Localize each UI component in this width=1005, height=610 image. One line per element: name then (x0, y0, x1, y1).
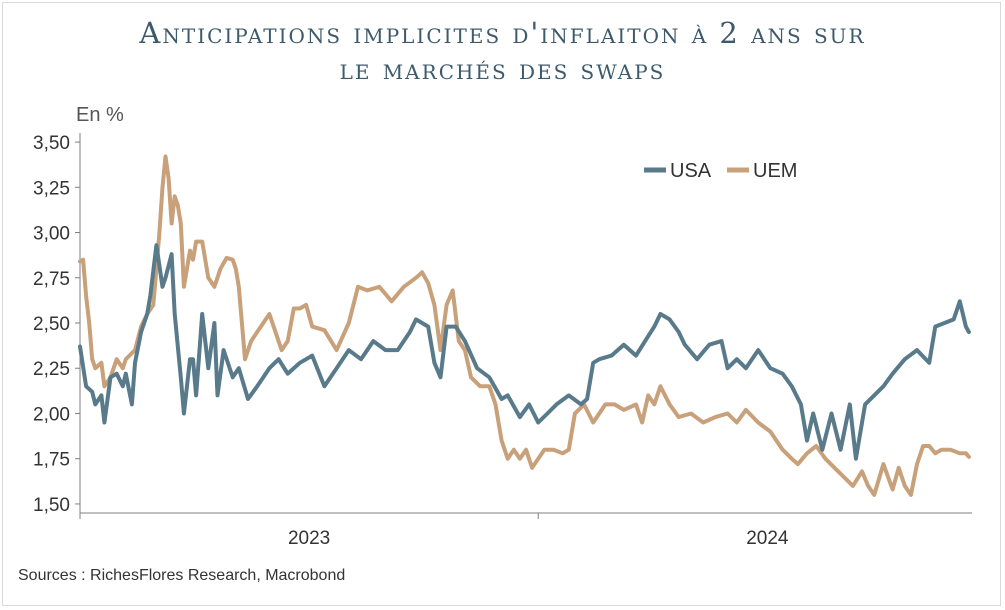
y-tick-label: 1,75 (33, 450, 70, 471)
chart-title-line-1: Anticipations implicites d'inflaiton à 2… (139, 16, 866, 50)
y-tick-label: 2,75 (33, 269, 70, 290)
chart-title-line-2: le marchés des swaps (339, 52, 666, 86)
y-tick-label: 3,25 (33, 178, 70, 199)
series-line-usa (78, 243, 971, 461)
source-note: Sources : RichesFlores Research, Macrobo… (18, 567, 346, 584)
series-line-uem (78, 154, 971, 497)
y-axis-label: En % (76, 104, 124, 126)
axes: 1,50 1,75 2,00 2,25 2,50 2,75 3,00 3,25 3,50 2023… (33, 133, 972, 549)
series-lines (78, 154, 971, 497)
y-tick-label: 3,50 (33, 133, 70, 154)
y-tick-label: 2,25 (33, 359, 70, 380)
y-tick-label: 2,50 (33, 314, 70, 335)
y-tick-label: 2,00 (33, 404, 70, 425)
x-tick-label: 2024 (746, 528, 789, 549)
y-tick-label: 3,00 (33, 224, 70, 245)
y-tick-label: 1,50 (33, 495, 70, 516)
legend-label-uem: UEM (753, 160, 797, 182)
x-tick-label: 2023 (288, 528, 330, 549)
legend-label-usa: USA (670, 160, 712, 182)
legend: USA UEM (644, 160, 797, 182)
